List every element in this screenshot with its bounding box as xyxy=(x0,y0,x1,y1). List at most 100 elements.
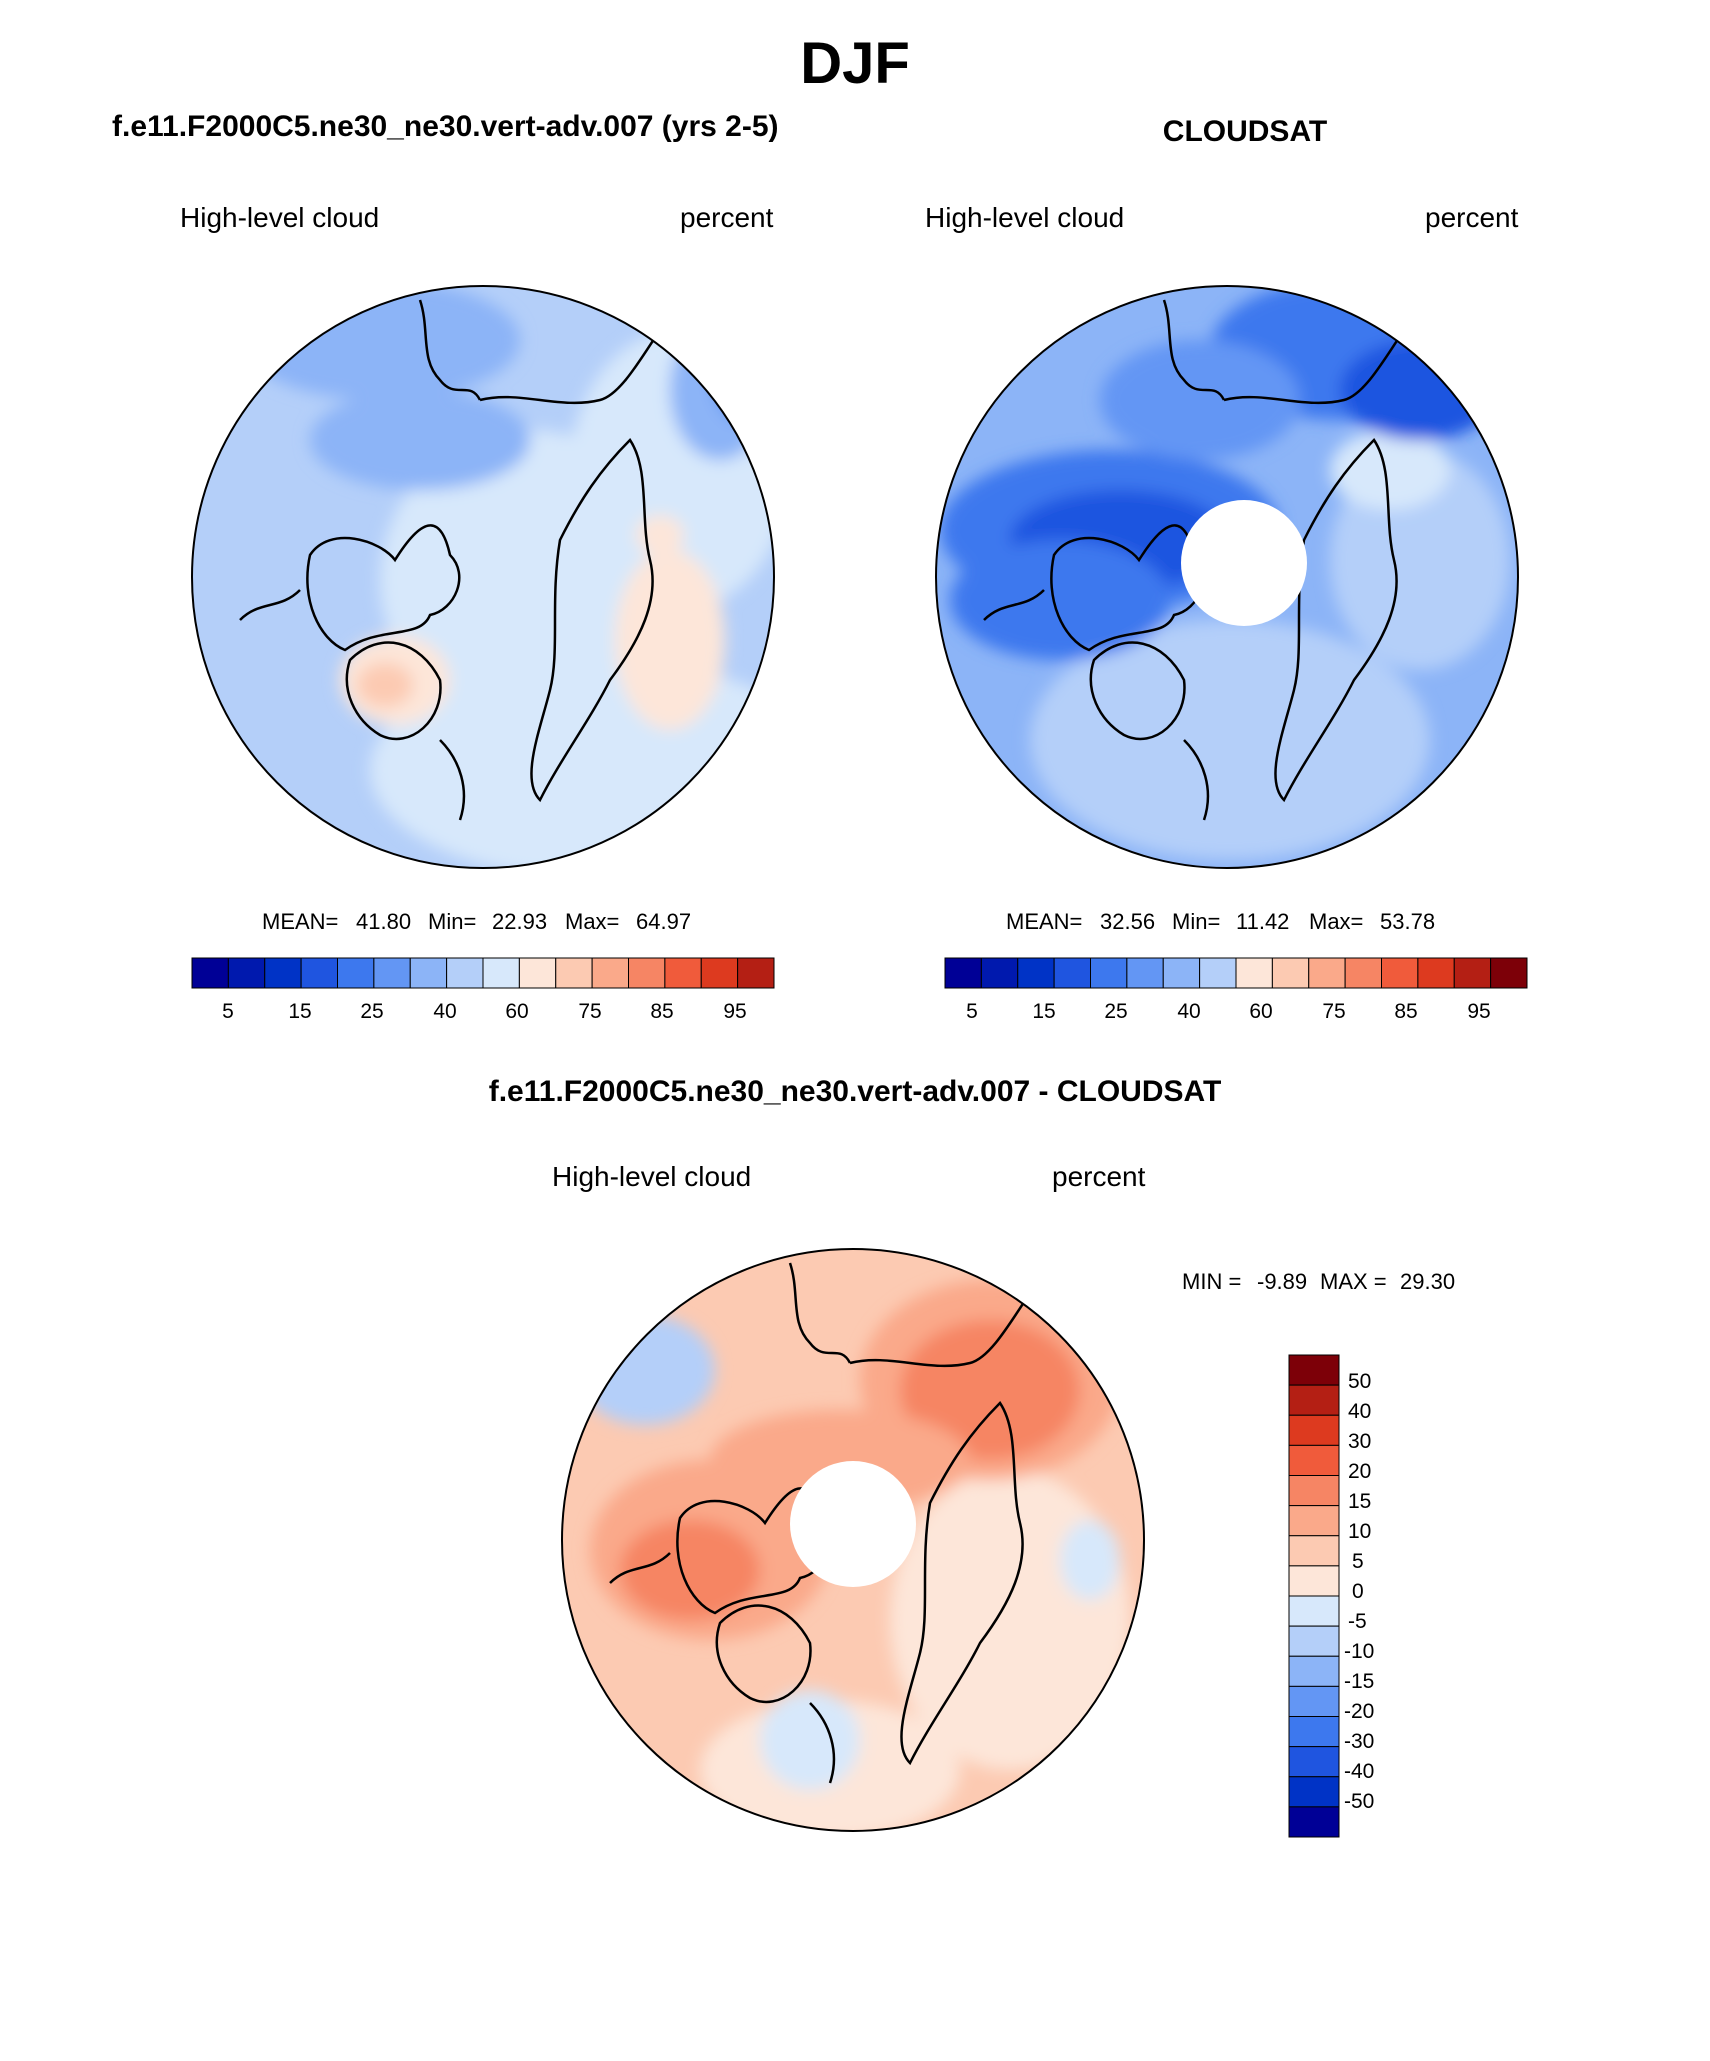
diff-colorbar-tick: -30 xyxy=(1344,1730,1375,1753)
left-colorbar-swatch xyxy=(518,957,557,989)
right-variable-label: High-level cloud xyxy=(925,202,1125,233)
diff-min-value: -9.89 xyxy=(1257,1269,1308,1294)
diff-colorbar-swatch xyxy=(1288,1806,1340,1838)
right-colorbar-swatch xyxy=(1162,957,1201,989)
right-field-highcloud-region xyxy=(1100,340,1300,460)
left-colorbar-swatch xyxy=(409,957,448,989)
right-field-highcloud-region xyxy=(950,540,1170,660)
left-field-positive-region xyxy=(636,515,684,555)
left-mean-value: 41.80 xyxy=(356,909,412,934)
diff-colorbar-tick: -5 xyxy=(1348,1610,1367,1633)
right-colorbar-tick: 25 xyxy=(1104,1000,1128,1023)
diff-colorbar-swatch xyxy=(1288,1475,1340,1507)
right-mean-value: 32.56 xyxy=(1100,909,1156,934)
diff-colorbar-tick: 20 xyxy=(1348,1460,1372,1483)
left-variable-label: High-level cloud xyxy=(180,202,380,233)
right-field-lowcloud-region xyxy=(1330,430,1450,510)
left-colorbar-swatch xyxy=(300,957,338,989)
left-mean-label: MEAN= xyxy=(262,909,339,934)
right-map-boundary xyxy=(935,285,1519,869)
diff-colorbar-swatch xyxy=(1288,1444,1340,1476)
right-colorbar-tick: 5 xyxy=(966,1000,978,1023)
left-colorbar-swatch xyxy=(264,957,302,989)
left-colorbar-tick: 40 xyxy=(433,1000,457,1023)
diff-field-negative-region xyxy=(1060,1520,1120,1600)
left-colorbar-swatch xyxy=(700,957,739,989)
right-colorbar-swatch xyxy=(1344,957,1382,989)
right-max-label: Max= xyxy=(1309,909,1364,934)
diff-colorbar-swatch xyxy=(1288,1716,1340,1748)
diff-colorbar-swatch xyxy=(1288,1384,1340,1416)
left-colorbar-swatch xyxy=(737,957,775,989)
diff-colorbar-swatch xyxy=(1288,1655,1340,1687)
figure-title: DJF xyxy=(800,31,910,96)
panel-title-model: f.e11.F2000C5.ne30_ne30.vert-adv.007 (yr… xyxy=(112,110,779,143)
diff-field-positive-region xyxy=(900,1320,1080,1460)
diff-colorbar-tick: 5 xyxy=(1352,1550,1364,1573)
right-units-label: percent xyxy=(1425,202,1519,233)
panel-title-obs: CLOUDSAT xyxy=(1162,115,1328,148)
left-coastlines xyxy=(239,299,662,821)
left-colorbar-swatch xyxy=(482,957,520,989)
diff-colorbar-swatch xyxy=(1288,1685,1340,1717)
diff-colorbar-tick: 10 xyxy=(1348,1520,1372,1543)
right-colorbar-swatch xyxy=(1453,957,1492,989)
diff-units-label: percent xyxy=(1052,1161,1146,1192)
right-colorbar-swatch xyxy=(1053,957,1091,989)
diff-colorbar-tick: 0 xyxy=(1352,1580,1364,1603)
diff-colorbar-tick: 15 xyxy=(1348,1490,1372,1513)
right-colorbar-swatch xyxy=(1199,957,1237,989)
right-colorbar-tick: 75 xyxy=(1322,1000,1346,1023)
diff-max-value: 29.30 xyxy=(1400,1269,1456,1294)
diff-coastlines xyxy=(609,1262,1032,1784)
left-field-highcloud-region xyxy=(670,320,770,460)
right-colorbar-swatch xyxy=(1308,957,1346,989)
right-field-lowcloud-region xyxy=(1030,620,1430,860)
right-colorbar-tick: 15 xyxy=(1032,1000,1056,1023)
left-field-positive-region xyxy=(615,550,725,730)
right-colorbar-tick: 60 xyxy=(1249,1000,1273,1023)
diff-colorbar-tick: -15 xyxy=(1344,1670,1375,1693)
diff-field-positive-region xyxy=(710,1410,970,1510)
diff-field-positive-region xyxy=(620,1520,760,1620)
right-colorbar-swatch xyxy=(944,957,982,989)
left-colorbar-tick: 5 xyxy=(222,1000,234,1023)
right-mean-label: MEAN= xyxy=(1006,909,1083,934)
diff-colorbar-swatch xyxy=(1288,1535,1340,1567)
right-colorbar-swatch xyxy=(1090,957,1128,989)
left-field-highcloud-region xyxy=(240,286,520,400)
right-min-label: Min= xyxy=(1172,909,1221,934)
left-map-boundary xyxy=(191,285,775,869)
diff-colorbar-swatch xyxy=(1288,1746,1340,1778)
diff-colorbar-tick: -10 xyxy=(1344,1640,1375,1663)
right-colorbar-swatch xyxy=(1271,957,1310,989)
left-colorbar-swatch xyxy=(628,957,666,989)
right-colorbar-swatch xyxy=(1126,957,1164,989)
left-min-value: 22.93 xyxy=(492,909,548,934)
diff-colorbar-swatch xyxy=(1288,1505,1340,1537)
diff-colorbar-swatch xyxy=(1288,1595,1340,1627)
left-colorbar-tick: 75 xyxy=(578,1000,602,1023)
left-max-value: 64.97 xyxy=(636,909,692,934)
diff-variable-label: High-level cloud xyxy=(552,1161,752,1192)
left-colorbar-tick: 85 xyxy=(650,1000,674,1023)
left-colorbar-swatch xyxy=(227,957,266,989)
right-colorbar-swatch xyxy=(980,957,1019,989)
left-colorbar-swatch xyxy=(591,957,629,989)
left-units-label: percent xyxy=(680,202,774,233)
diff-colorbar-tick: 50 xyxy=(1348,1370,1372,1393)
left-colorbar-swatch xyxy=(191,957,229,989)
left-colorbar-swatch xyxy=(664,957,702,989)
left-colorbar-swatch xyxy=(446,957,484,989)
diff-colorbar-swatch xyxy=(1288,1625,1340,1657)
left-colorbar-tick: 15 xyxy=(288,1000,312,1023)
diff-map xyxy=(561,1248,1145,1832)
right-colorbar-tick: 85 xyxy=(1394,1000,1418,1023)
right-colorbar-swatch xyxy=(1490,957,1528,989)
diff-colorbar-swatch xyxy=(1288,1776,1340,1808)
left-colorbar-tick: 25 xyxy=(360,1000,384,1023)
right-colorbar-swatch xyxy=(1381,957,1419,989)
right-colorbar xyxy=(944,957,1528,989)
right-colorbar-tick: 95 xyxy=(1467,1000,1491,1023)
